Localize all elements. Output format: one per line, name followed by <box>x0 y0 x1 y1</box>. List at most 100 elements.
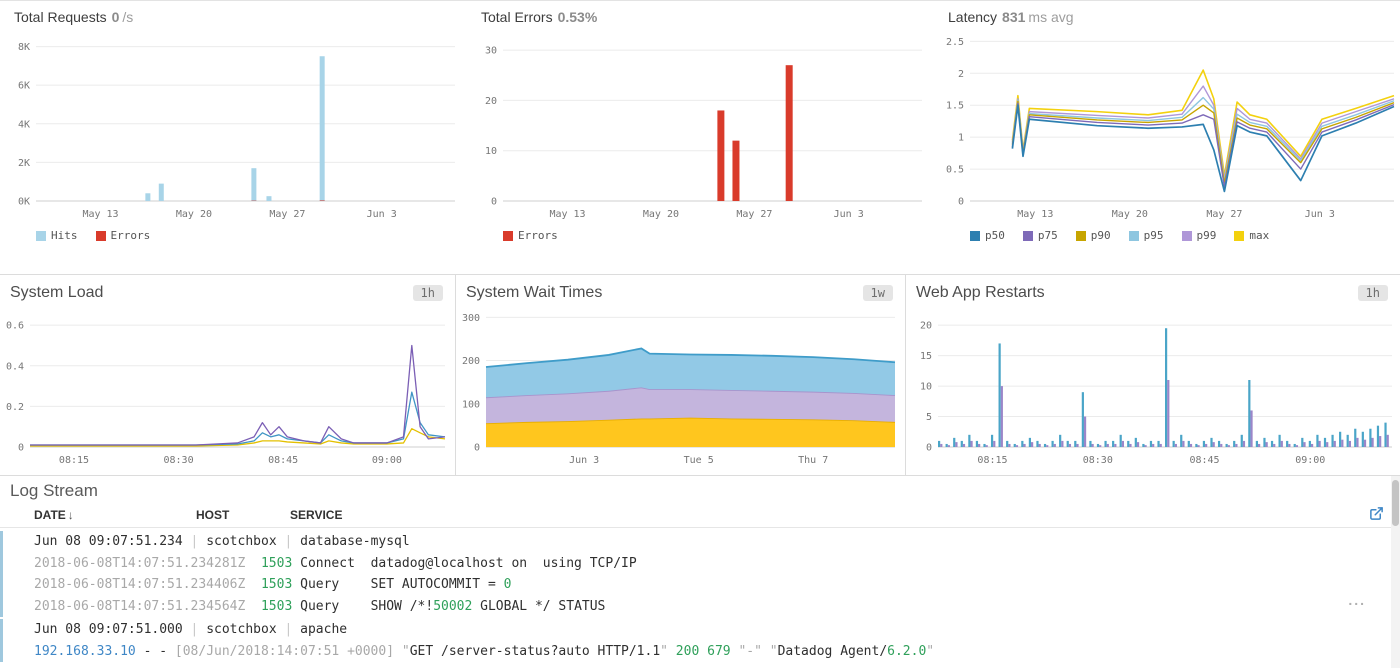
log-detail-row[interactable]: 2018-06-08T14:07:51.234406Z 1503 Query S… <box>3 574 1400 596</box>
legend-swatch-icon <box>1075 230 1086 241</box>
log-scrollbar[interactable] <box>1391 476 1400 668</box>
log-stream-title: Log Stream <box>10 481 98 500</box>
svg-text:May 20: May 20 <box>176 209 212 220</box>
log-segment: Query SHOW /*! <box>292 598 434 614</box>
chart-value: 0 <box>111 9 120 25</box>
legend-item-hits[interactable]: Hits <box>36 229 78 242</box>
chart-value: 0.53% <box>557 9 598 25</box>
log-segment <box>394 644 402 659</box>
legend-item-max[interactable]: max <box>1234 229 1269 242</box>
legend-label: p95 <box>1143 229 1164 242</box>
svg-text:09:00: 09:00 <box>1295 455 1325 466</box>
log-summary-row[interactable]: Jun 08 09:07:51.000 | scotchbox | apache <box>3 619 1400 641</box>
svg-text:Tue 5: Tue 5 <box>684 455 714 466</box>
svg-text:200: 200 <box>462 356 480 367</box>
log-segment: GLOBAL */ STATUS <box>472 598 606 614</box>
log-detail-row[interactable]: 2018-06-08T14:07:51.234564Z 1503 Query S… <box>3 596 1400 618</box>
latency-plot[interactable]: 0 0.5 1 1.5 2 2.5 May 13 May 20 May 27 Jun 3 <box>934 25 1400 227</box>
log-segment: [08/Jun/2018:14:07:51 +0000] <box>174 643 395 659</box>
legend-item-p90[interactable]: p90 <box>1075 229 1111 242</box>
legend-label: p50 <box>985 229 1005 242</box>
svg-text:300: 300 <box>462 313 480 324</box>
legend-swatch-icon <box>1181 230 1192 241</box>
legend-item-errors[interactable]: Errors <box>95 229 151 242</box>
scrollbar-thumb[interactable] <box>1392 480 1399 526</box>
top-chart-row: Total Requests 0/s 0K 2K 4K 6K 8K May 13 May 20… <box>0 0 1400 274</box>
total-errors-plot[interactable]: 0 10 20 30 May 13 May 20 May 27 Jun 3 <box>467 25 934 227</box>
legend-swatch-icon <box>1128 230 1139 241</box>
svg-text:May 20: May 20 <box>1112 209 1148 220</box>
svg-text:0: 0 <box>491 197 497 208</box>
open-in-new-icon[interactable] <box>1369 506 1384 526</box>
legend-item-p50[interactable]: p50 <box>970 229 1005 242</box>
panel-system-wait-times: System Wait Times 1w 0 100 200 300 Jun 3 Tue … <box>456 275 906 475</box>
log-group: Jun 08 09:07:51.234 | scotchbox | databa… <box>0 531 1400 617</box>
chart-title-text: Total Errors <box>481 9 553 25</box>
svg-text:1: 1 <box>958 133 964 144</box>
system-wait-plot[interactable]: 0 100 200 300 Jun 3 Tue 5 Thu 7 <box>456 305 905 473</box>
log-segment: "-" " <box>738 643 778 659</box>
log-group: Jun 08 09:07:51.000 | scotchbox | apache… <box>0 619 1400 662</box>
panel-total-requests: Total Requests 0/s 0K 2K 4K 6K 8K May 13 May 20… <box>0 1 467 274</box>
log-segment <box>245 556 261 571</box>
svg-text:May 20: May 20 <box>643 209 679 220</box>
log-segment: 192.168.33.10 <box>34 643 136 659</box>
log-segment: | <box>182 622 207 637</box>
log-segment: " <box>401 643 410 659</box>
log-segment: Jun 08 09:07:51.234 <box>34 534 183 549</box>
log-detail-row[interactable]: 2018-06-08T14:07:51.234281Z 1503 Connect… <box>3 553 1400 575</box>
log-detail-row[interactable]: 192.168.33.10 - - [08/Jun/2018:14:07:51 … <box>3 641 1400 663</box>
column-header-host[interactable]: HOST <box>196 508 230 522</box>
log-segment: apache <box>300 622 348 637</box>
total-requests-legend: Hits Errors <box>36 229 467 242</box>
legend-item-p75[interactable]: p75 <box>1022 229 1058 242</box>
total-requests-plot[interactable]: 0K 2K 4K 6K 8K May 13 May 20 May 27 Jun 3 <box>0 25 467 227</box>
log-segment: | <box>276 534 301 549</box>
svg-text:30: 30 <box>485 46 497 57</box>
log-segment: Datadog Agent/ <box>777 643 888 659</box>
svg-text:08:15: 08:15 <box>59 455 89 466</box>
log-segment <box>245 577 261 592</box>
mid-chart-row: System Load 1h 0 0.2 0.4 0.6 08:15 08:30 08:45… <box>0 274 1400 475</box>
svg-text:6K: 6K <box>18 81 30 92</box>
column-header-service[interactable]: SERVICE <box>290 508 343 522</box>
legend-swatch-icon <box>95 230 106 241</box>
panel-title: System Wait Times <box>466 284 603 301</box>
legend-swatch-icon <box>1022 230 1033 241</box>
timeframe-badge[interactable]: 1w <box>862 285 893 301</box>
svg-text:Thu 7: Thu 7 <box>798 455 828 466</box>
legend-label: Hits <box>51 229 78 242</box>
log-segment <box>245 599 261 614</box>
legend-item-errors[interactable]: Errors <box>503 229 558 242</box>
svg-text:1.5: 1.5 <box>946 101 964 112</box>
latency-legend: p50 p75 p90 p95 p99 max <box>970 229 1400 242</box>
svg-text:10: 10 <box>485 146 497 157</box>
system-load-plot[interactable]: 0 0.2 0.4 0.6 08:15 08:30 08:45 09:00 <box>0 305 455 473</box>
chart-title-text: Latency <box>948 9 998 25</box>
timeframe-badge[interactable]: 1h <box>1357 285 1388 301</box>
log-summary-row[interactable]: Jun 08 09:07:51.234 | scotchbox | databa… <box>3 531 1400 553</box>
log-stream-panel: Log Stream DATE ↓ HOST SERVICE Jun 08 09:… <box>0 475 1400 668</box>
chart-value-suffix: ms avg <box>1028 9 1074 25</box>
svg-text:08:45: 08:45 <box>268 455 298 466</box>
svg-text:Jun 3: Jun 3 <box>367 209 397 220</box>
web-app-restarts-plot[interactable]: 0 5 10 15 20 08:15 08:30 08:45 09:00 <box>906 305 1400 473</box>
legend-label: Errors <box>110 229 151 242</box>
row-actions-ellipsis[interactable]: ... <box>1348 592 1366 608</box>
log-segment: 50002 <box>433 598 473 614</box>
web-app-restarts-header: Web App Restarts 1h <box>906 275 1400 305</box>
panel-web-app-restarts: Web App Restarts 1h 0 5 10 15 20 08:15 08:30 08… <box>906 275 1400 475</box>
log-segment: 1503 <box>260 598 293 614</box>
svg-text:2K: 2K <box>18 158 30 169</box>
log-segment: 1503 <box>260 555 293 571</box>
log-segment: Connect datadog@localhost on using TCP/I… <box>292 555 637 571</box>
timeframe-badge[interactable]: 1h <box>412 285 443 301</box>
total-errors-title: Total Errors 0.53% <box>467 1 934 25</box>
system-load-header: System Load 1h <box>0 275 455 305</box>
sort-desc-icon: ↓ <box>67 508 74 522</box>
legend-item-p95[interactable]: p95 <box>1128 229 1164 242</box>
svg-text:May 27: May 27 <box>1206 209 1242 220</box>
legend-item-p99[interactable]: p99 <box>1181 229 1216 242</box>
column-header-date[interactable]: DATE ↓ <box>34 508 74 522</box>
log-segment: " <box>926 643 935 659</box>
